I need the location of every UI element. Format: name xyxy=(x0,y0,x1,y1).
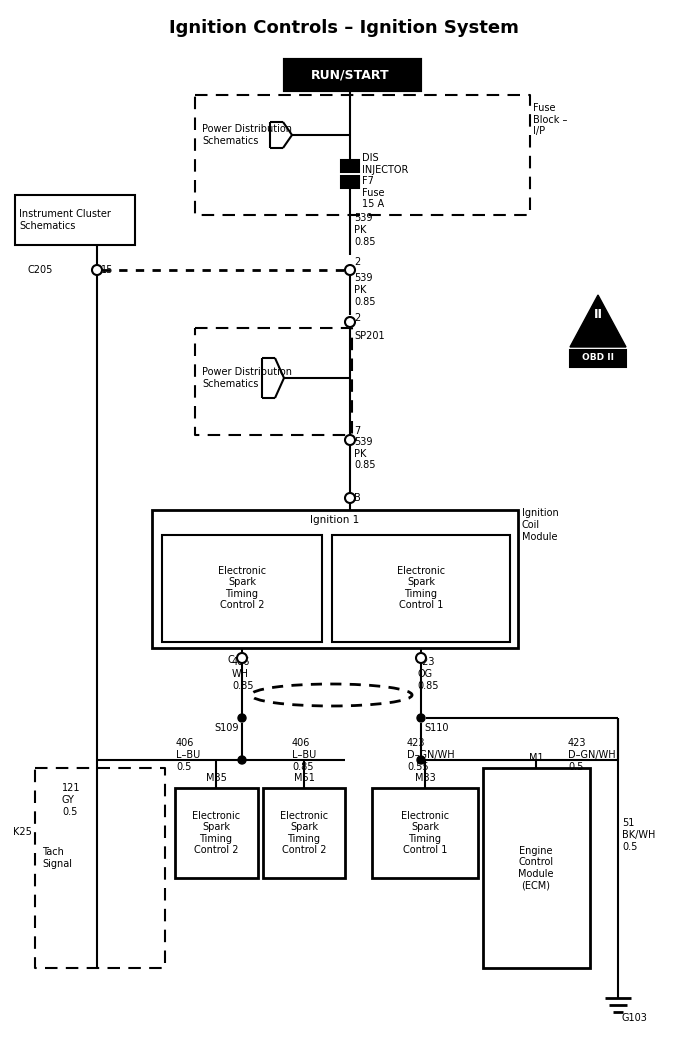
Bar xyxy=(285,60,420,90)
Text: S110: S110 xyxy=(424,723,449,733)
Bar xyxy=(341,176,359,188)
Text: OBD II: OBD II xyxy=(582,354,614,362)
Text: 423
OG
0.85: 423 OG 0.85 xyxy=(417,658,438,691)
Text: B: B xyxy=(354,493,361,503)
Circle shape xyxy=(416,653,426,663)
Bar xyxy=(483,768,590,968)
Text: 539
PK
0.85: 539 PK 0.85 xyxy=(354,274,376,306)
Bar xyxy=(152,510,518,648)
Text: M33: M33 xyxy=(415,773,436,782)
Text: 121
GY
0.5: 121 GY 0.5 xyxy=(62,784,80,816)
Circle shape xyxy=(345,317,355,327)
Text: M1: M1 xyxy=(528,753,544,763)
Bar xyxy=(175,788,258,878)
Text: Power Distribution
Schematics: Power Distribution Schematics xyxy=(202,367,292,389)
Polygon shape xyxy=(570,295,626,347)
Text: M35: M35 xyxy=(206,773,226,782)
Circle shape xyxy=(237,653,247,663)
Text: Electronic
Spark
Timing
Control 1: Electronic Spark Timing Control 1 xyxy=(397,566,445,610)
Bar xyxy=(263,788,345,878)
Text: 406
WH
0.85: 406 WH 0.85 xyxy=(232,658,253,691)
Text: Fuse
Block –
I/P: Fuse Block – I/P xyxy=(533,103,568,136)
Text: A: A xyxy=(417,655,424,665)
Text: DIS
INJECTOR
F7
Fuse
15 A: DIS INJECTOR F7 Fuse 15 A xyxy=(362,153,409,209)
Text: C: C xyxy=(228,655,235,665)
Text: Engine
Control
Module
(ECM): Engine Control Module (ECM) xyxy=(518,846,554,890)
Text: 2: 2 xyxy=(354,313,361,323)
Circle shape xyxy=(345,493,355,503)
Bar xyxy=(570,350,626,367)
Bar xyxy=(332,535,510,642)
Text: SP201: SP201 xyxy=(354,331,385,341)
Text: 2: 2 xyxy=(354,257,361,267)
Circle shape xyxy=(345,265,355,275)
Text: 51
BK/WH
0.5: 51 BK/WH 0.5 xyxy=(622,818,656,851)
Text: G103: G103 xyxy=(622,1013,648,1023)
Text: 406
L–BU
0.85: 406 L–BU 0.85 xyxy=(292,738,316,772)
Text: Ignition 1: Ignition 1 xyxy=(310,515,360,525)
Text: Ignition Controls – Ignition System: Ignition Controls – Ignition System xyxy=(169,19,519,37)
Text: 423
D–GN/WH
0.55: 423 D–GN/WH 0.55 xyxy=(407,738,455,772)
Text: Tach
Signal: Tach Signal xyxy=(42,847,72,869)
Bar xyxy=(162,535,322,642)
Text: 539
PK
0.85: 539 PK 0.85 xyxy=(354,213,376,247)
Text: 406
L–BU
0.5: 406 L–BU 0.5 xyxy=(176,738,200,772)
Text: S109: S109 xyxy=(215,723,239,733)
Text: RUN/START: RUN/START xyxy=(311,69,389,81)
Text: 423
D–GN/WH
0.5: 423 D–GN/WH 0.5 xyxy=(568,738,616,772)
Text: Electronic
Spark
Timing
Control 1: Electronic Spark Timing Control 1 xyxy=(401,811,449,855)
Text: K25: K25 xyxy=(13,827,32,837)
Text: M51: M51 xyxy=(294,773,314,782)
Bar xyxy=(372,788,478,878)
Text: Electronic
Spark
Timing
Control 2: Electronic Spark Timing Control 2 xyxy=(218,566,266,610)
Bar xyxy=(15,195,135,245)
Circle shape xyxy=(238,756,246,763)
Text: 15: 15 xyxy=(101,265,114,275)
Text: C205: C205 xyxy=(28,265,53,275)
Text: II: II xyxy=(594,308,603,321)
Circle shape xyxy=(417,756,425,763)
Bar xyxy=(341,161,359,172)
Text: 7
539
PK
0.85: 7 539 PK 0.85 xyxy=(354,426,376,470)
Circle shape xyxy=(417,714,425,722)
Circle shape xyxy=(92,265,102,275)
Text: Electronic
Spark
Timing
Control 2: Electronic Spark Timing Control 2 xyxy=(192,811,240,855)
Text: Electronic
Spark
Timing
Control 2: Electronic Spark Timing Control 2 xyxy=(280,811,328,855)
Circle shape xyxy=(238,714,246,722)
Circle shape xyxy=(345,435,355,445)
Text: Instrument Cluster
Schematics: Instrument Cluster Schematics xyxy=(19,209,111,231)
Text: Power Distribution
Schematics: Power Distribution Schematics xyxy=(202,125,292,146)
Text: Ignition
Coil
Module: Ignition Coil Module xyxy=(522,508,559,542)
